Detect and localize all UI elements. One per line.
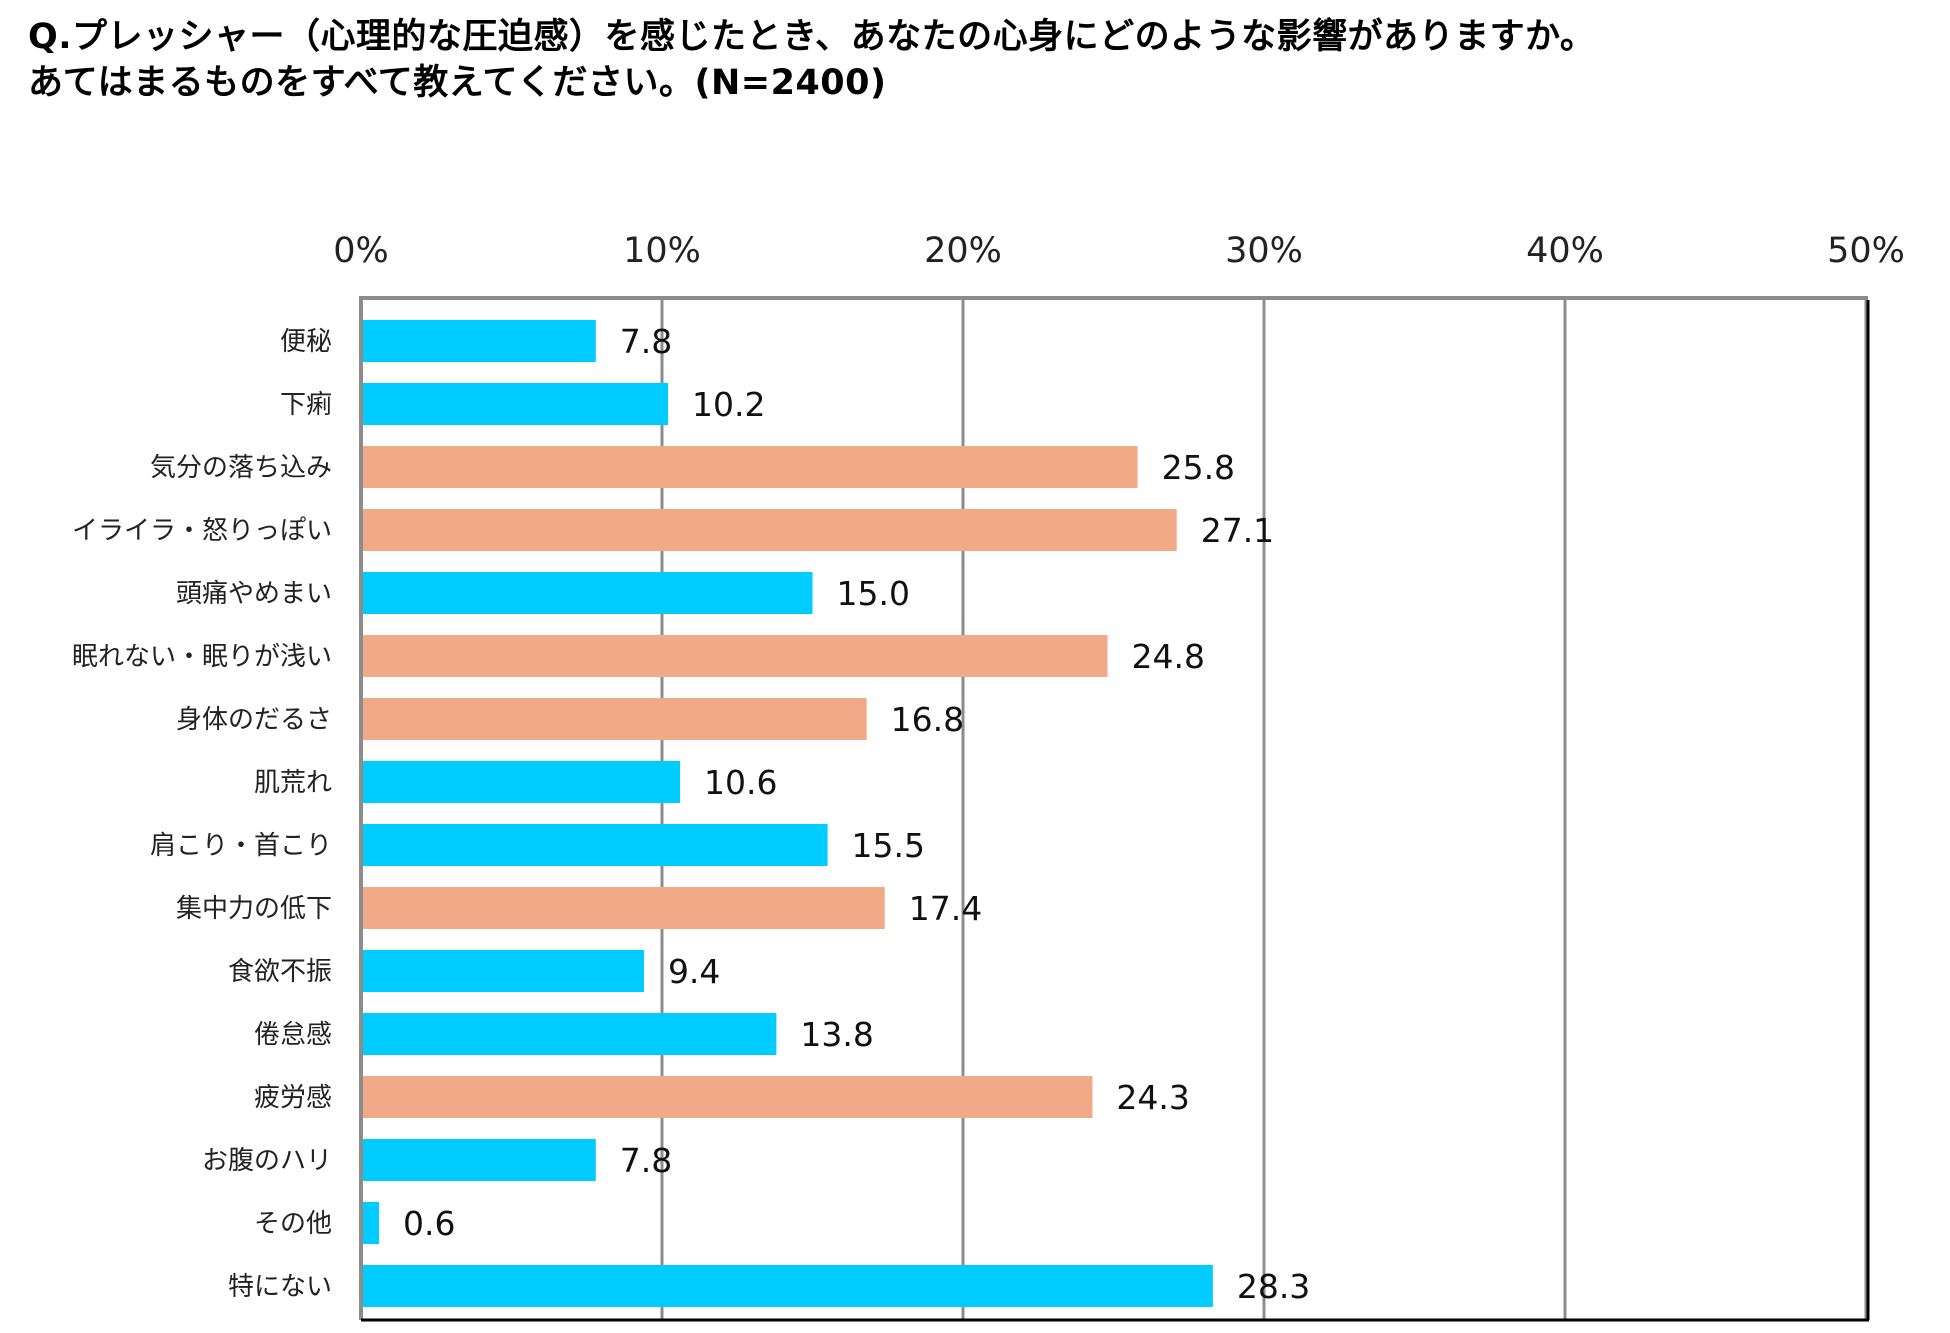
category-label: その他 bbox=[254, 1209, 332, 1239]
category-label: 頭痛やめまい bbox=[176, 579, 332, 609]
category-labels: 便秘下痢気分の落ち込みイライラ・怒りっぽい頭痛やめまい眠れない・眠りが浅い身体の… bbox=[72, 327, 332, 1302]
x-tick-label: 40% bbox=[1526, 231, 1604, 271]
bar bbox=[361, 761, 681, 803]
bar bbox=[361, 1265, 1213, 1307]
category-label: 肩こり・首こり bbox=[150, 831, 332, 861]
bar bbox=[361, 320, 596, 362]
value-label: 24.8 bbox=[1131, 637, 1204, 676]
category-label: 下痢 bbox=[280, 390, 332, 420]
category-label: 肌荒れ bbox=[254, 768, 332, 798]
bar bbox=[361, 824, 828, 866]
bar bbox=[361, 446, 1138, 488]
value-label: 24.3 bbox=[1116, 1078, 1189, 1117]
value-label: 9.4 bbox=[668, 952, 720, 991]
value-label: 16.8 bbox=[891, 700, 964, 739]
bar bbox=[361, 509, 1177, 551]
bar bbox=[361, 950, 644, 992]
value-label: 28.3 bbox=[1237, 1267, 1310, 1306]
bar bbox=[361, 1076, 1093, 1118]
x-tick-label: 30% bbox=[1225, 231, 1303, 271]
category-label: 気分の落ち込み bbox=[150, 453, 332, 483]
chart-title-line-1: Q.プレッシャー（心理的な圧迫感）を感じたとき、あなたの心身にどのような影響があ… bbox=[28, 17, 1596, 57]
value-label: 15.5 bbox=[852, 826, 925, 865]
bar bbox=[361, 635, 1108, 677]
x-tick-label: 10% bbox=[623, 231, 701, 271]
category-label: 集中力の低下 bbox=[176, 894, 332, 924]
value-label: 13.8 bbox=[800, 1015, 873, 1054]
x-axis-tick-labels: 0% 10% 20% 30% 40% 50% bbox=[333, 231, 1905, 271]
value-labels: 7.8 10.2 25.8 27.1 15.0 24.8 16.8 10.6 15.5 17.4 9… bbox=[403, 322, 1310, 1306]
bars bbox=[361, 320, 1213, 1307]
value-label: 27.1 bbox=[1201, 511, 1274, 550]
bar bbox=[361, 1013, 777, 1055]
category-label: 倦怠感 bbox=[254, 1020, 332, 1050]
value-label: 25.8 bbox=[1162, 448, 1235, 487]
value-label: 15.0 bbox=[837, 574, 910, 613]
category-label: イライラ・怒りっぽい bbox=[72, 516, 332, 546]
category-label: 便秘 bbox=[280, 327, 332, 357]
bar bbox=[361, 1139, 596, 1181]
bar bbox=[361, 887, 885, 929]
value-label: 7.8 bbox=[620, 322, 672, 361]
bar bbox=[361, 698, 867, 740]
value-label: 0.6 bbox=[403, 1204, 455, 1243]
bar bbox=[361, 383, 669, 425]
category-label: 身体のだるさ bbox=[176, 705, 332, 735]
bar bbox=[361, 1202, 380, 1244]
category-label: 特にない bbox=[228, 1272, 332, 1302]
chart-title-line-2: あてはまるものをすべて教えてください。(N=2400) bbox=[28, 63, 887, 103]
x-tick-label: 0% bbox=[333, 231, 389, 271]
chart-title: Q.プレッシャー（心理的な圧迫感）を感じたとき、あなたの心身にどのような影響があ… bbox=[28, 14, 1595, 106]
bar bbox=[361, 572, 813, 614]
category-label: 食欲不振 bbox=[228, 957, 332, 987]
category-label: 眠れない・眠りが浅い bbox=[72, 642, 332, 672]
value-label: 17.4 bbox=[909, 889, 982, 928]
category-label: お腹のハリ bbox=[202, 1146, 332, 1176]
value-label: 10.2 bbox=[692, 385, 765, 424]
category-label: 疲労感 bbox=[254, 1083, 332, 1113]
value-label: 10.6 bbox=[704, 763, 777, 802]
x-tick-label: 20% bbox=[924, 231, 1002, 271]
axis-lines bbox=[359, 296, 1870, 1322]
value-label: 7.8 bbox=[620, 1141, 672, 1180]
x-tick-label: 50% bbox=[1827, 231, 1905, 271]
